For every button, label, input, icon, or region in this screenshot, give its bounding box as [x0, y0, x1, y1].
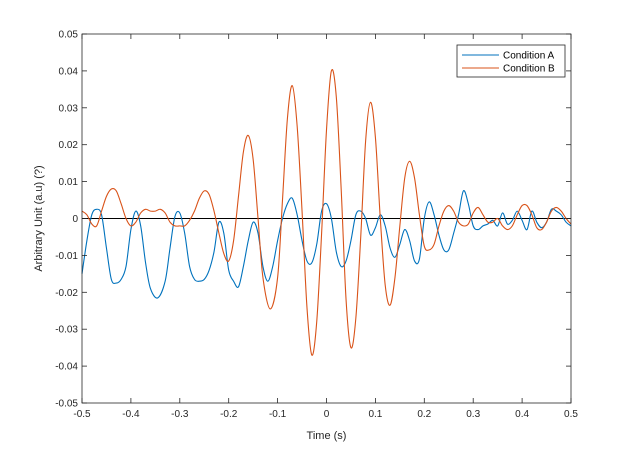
- y-tick-label: 0.01: [59, 177, 79, 188]
- y-tick-label: -0.01: [55, 251, 78, 262]
- x-tick-label: 0.5: [564, 409, 578, 420]
- x-tick-label: -0.2: [220, 409, 238, 420]
- y-tick-label: -0.02: [55, 288, 78, 299]
- x-tick-label: 0.4: [515, 409, 529, 420]
- y-axis-label: Arbitrary Unit (a.u) (?): [33, 165, 45, 271]
- x-tick-label: 0: [324, 409, 330, 420]
- y-tick-label: 0.02: [59, 140, 79, 151]
- legend-entry-condition-b: Condition B: [503, 64, 555, 75]
- y-tick-label: 0.05: [59, 30, 79, 41]
- x-axis-ticks: -0.5 -0.4 -0.3 -0.2 -0.1 0 0.1 0.2 0.3 0.4 0.5: [73, 34, 578, 420]
- x-tick-label: 0.2: [417, 409, 431, 420]
- y-tick-label: -0.03: [55, 325, 78, 336]
- x-tick-label: 0.3: [466, 409, 480, 420]
- series-line-condition-a: [81, 190, 572, 299]
- y-tick-label: -0.05: [55, 399, 78, 410]
- x-tick-label: -0.3: [171, 409, 189, 420]
- y-tick-label: 0: [72, 214, 78, 225]
- x-tick-label: -0.5: [73, 409, 91, 420]
- series-group: [81, 69, 572, 356]
- y-tick-label: 0.04: [59, 66, 79, 77]
- y-tick-label: 0.03: [59, 103, 79, 114]
- x-tick-label: 0.1: [368, 409, 382, 420]
- y-tick-label: -0.04: [55, 362, 78, 373]
- legend-box: [456, 44, 566, 78]
- x-tick-label: -0.4: [122, 409, 140, 420]
- legend-entry-condition-a: Condition A: [503, 51, 554, 62]
- x-axis-label: Time (s): [307, 430, 347, 442]
- series-line-condition-b: [81, 69, 572, 356]
- y-axis-ticks: -0.05 -0.04 -0.03 -0.02 -0.01 0 0.01 0.02 0.03 0.…: [55, 30, 571, 410]
- legend: Condition A Condition B: [456, 44, 566, 78]
- x-tick-label: -0.1: [269, 409, 287, 420]
